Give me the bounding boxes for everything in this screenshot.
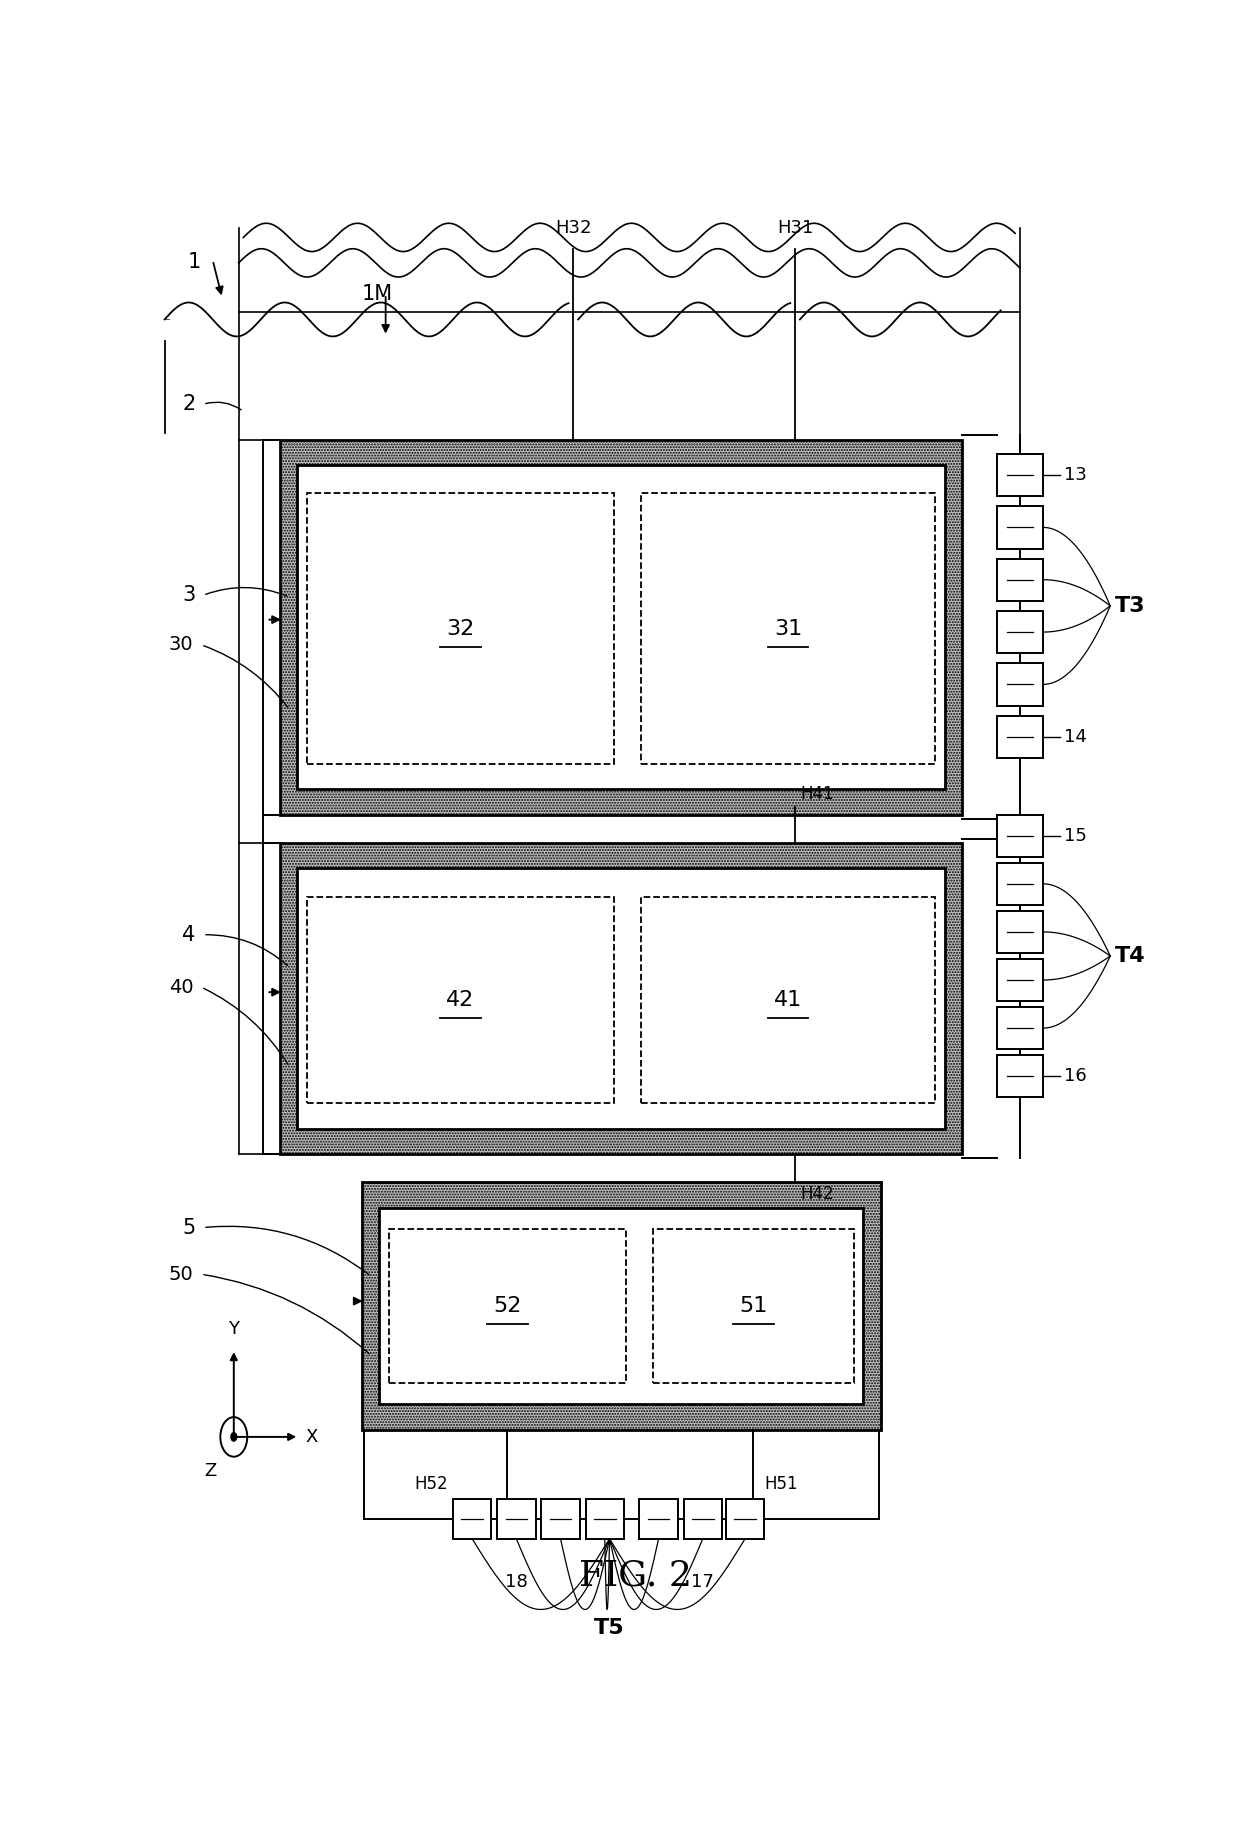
Text: 5: 5 xyxy=(182,1218,196,1238)
Bar xyxy=(683,1499,722,1539)
Bar xyxy=(997,454,1043,496)
Text: H51: H51 xyxy=(764,1475,797,1493)
Text: 18: 18 xyxy=(505,1572,528,1591)
Text: H52: H52 xyxy=(414,1475,448,1493)
Bar xyxy=(997,663,1043,705)
Bar xyxy=(298,465,945,790)
Bar xyxy=(997,959,1043,1001)
Bar xyxy=(306,896,614,1102)
Bar xyxy=(379,1207,863,1403)
Bar xyxy=(997,612,1043,654)
Text: 50: 50 xyxy=(169,1264,193,1284)
Bar xyxy=(653,1229,853,1383)
Text: 14: 14 xyxy=(1064,727,1087,746)
Bar xyxy=(997,1054,1043,1097)
Bar xyxy=(640,1499,678,1539)
Text: X: X xyxy=(306,1427,319,1446)
Bar xyxy=(585,1499,624,1539)
Text: 31: 31 xyxy=(774,619,802,639)
Text: Z: Z xyxy=(205,1462,217,1481)
Bar xyxy=(997,715,1043,759)
Bar xyxy=(641,896,935,1102)
Bar xyxy=(997,911,1043,953)
Bar xyxy=(997,863,1043,906)
Bar xyxy=(641,494,935,764)
Bar xyxy=(306,494,614,764)
Bar xyxy=(997,1007,1043,1049)
Bar xyxy=(362,1183,880,1429)
Bar xyxy=(280,843,962,1154)
Text: 32: 32 xyxy=(446,619,475,639)
Text: 30: 30 xyxy=(169,636,193,654)
Circle shape xyxy=(231,1433,237,1442)
Text: FIG. 2: FIG. 2 xyxy=(579,1558,692,1593)
Bar xyxy=(298,869,945,1128)
Bar xyxy=(997,558,1043,601)
Text: 52: 52 xyxy=(494,1297,522,1315)
Text: 15: 15 xyxy=(1064,827,1087,845)
Text: H41: H41 xyxy=(800,784,833,803)
Text: 2: 2 xyxy=(182,395,196,415)
Text: H32: H32 xyxy=(556,219,591,237)
Bar xyxy=(453,1499,491,1539)
Text: 41: 41 xyxy=(774,990,802,1010)
Text: 3: 3 xyxy=(182,586,196,604)
Bar xyxy=(497,1499,536,1539)
Text: 13: 13 xyxy=(1064,467,1087,483)
Text: 51: 51 xyxy=(739,1297,768,1315)
Text: T3: T3 xyxy=(1115,595,1146,615)
Bar xyxy=(997,814,1043,856)
Text: 16: 16 xyxy=(1064,1067,1086,1086)
Text: 4: 4 xyxy=(182,924,196,944)
Bar xyxy=(388,1229,626,1383)
Text: 17: 17 xyxy=(692,1572,714,1591)
Text: Y: Y xyxy=(228,1321,239,1337)
Bar xyxy=(280,439,962,814)
Text: 1: 1 xyxy=(188,252,201,272)
Text: H31: H31 xyxy=(777,219,813,237)
Text: H42: H42 xyxy=(800,1185,833,1203)
Text: 1M: 1M xyxy=(362,285,393,305)
Bar xyxy=(725,1499,764,1539)
Text: T5: T5 xyxy=(594,1618,625,1639)
Bar xyxy=(997,507,1043,549)
Text: T4: T4 xyxy=(1115,946,1146,966)
Text: 40: 40 xyxy=(169,977,193,997)
Text: 42: 42 xyxy=(446,990,475,1010)
Bar xyxy=(542,1499,580,1539)
